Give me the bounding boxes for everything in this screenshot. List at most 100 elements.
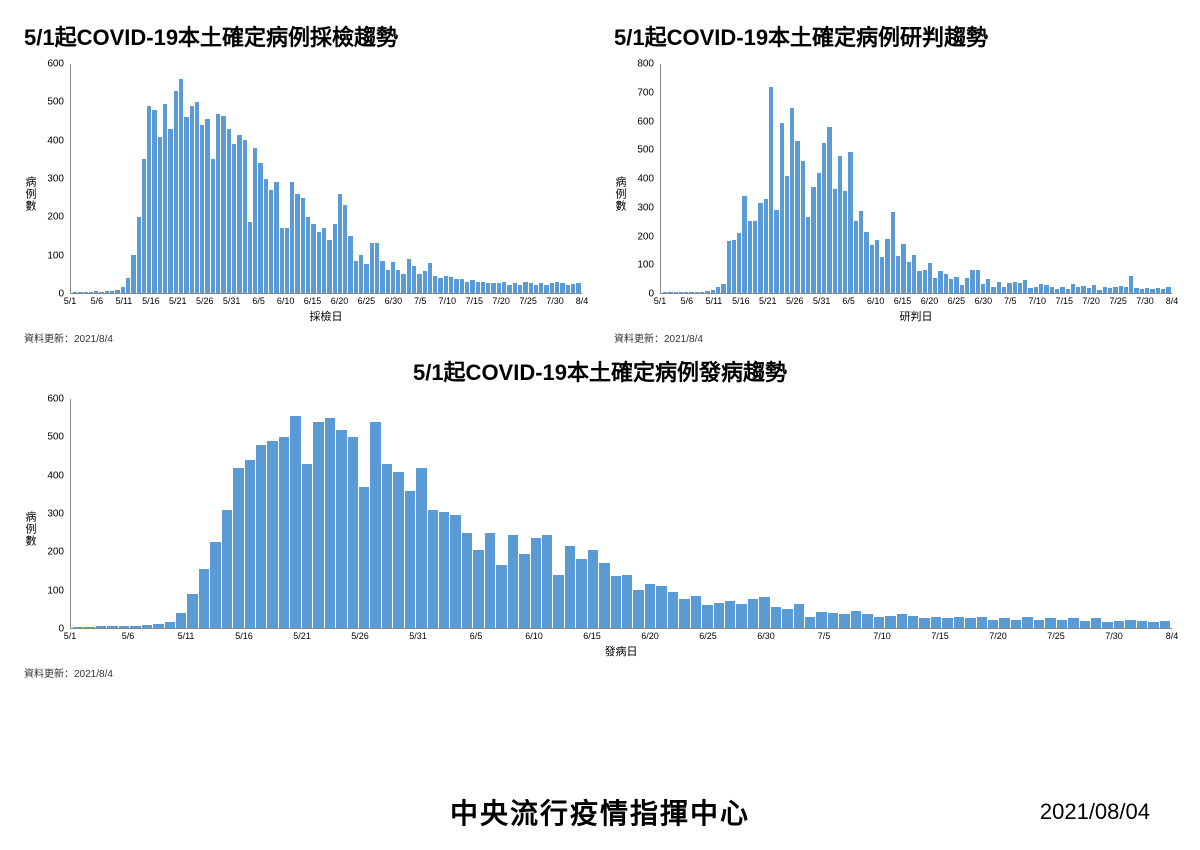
bar xyxy=(267,441,277,628)
bar xyxy=(519,554,529,628)
bars xyxy=(661,64,1172,293)
bar xyxy=(508,535,518,629)
bar xyxy=(253,148,257,293)
bar xyxy=(732,240,736,293)
x-tick: 6/15 xyxy=(894,296,912,306)
x-tick: 6/30 xyxy=(385,296,403,306)
chart-onset: 5/1起COVID-19本土確定病例發病趨勢 病例數 0100200300400… xyxy=(20,355,1180,680)
footer-org: 中央流行疫情指揮中心 xyxy=(450,792,750,832)
chart-title: 5/1起COVID-19本土確定病例研判趨勢 xyxy=(610,20,1180,52)
bar xyxy=(470,280,474,293)
bar xyxy=(1119,286,1123,293)
bar xyxy=(176,613,186,628)
bar xyxy=(338,194,342,293)
bar xyxy=(919,618,929,628)
x-tick: 6/20 xyxy=(641,631,659,641)
plot-area xyxy=(70,64,582,294)
bar xyxy=(859,211,863,293)
bar xyxy=(1156,288,1160,293)
x-tick: 7/30 xyxy=(1136,296,1154,306)
bar xyxy=(896,256,900,293)
bar xyxy=(774,210,778,293)
bar xyxy=(931,617,941,628)
bar xyxy=(105,291,109,293)
bar xyxy=(449,277,453,293)
bar xyxy=(977,617,987,628)
bar xyxy=(476,282,480,293)
bar xyxy=(485,533,495,628)
bar xyxy=(1018,283,1022,293)
bar xyxy=(405,491,415,628)
y-tick: 700 xyxy=(637,87,654,98)
y-tick: 100 xyxy=(47,250,64,261)
x-tick: 5/31 xyxy=(813,296,831,306)
bar xyxy=(769,87,773,293)
x-tick: 6/30 xyxy=(975,296,993,306)
bar xyxy=(393,472,403,628)
x-tick: 5/31 xyxy=(409,631,427,641)
bar xyxy=(119,626,129,628)
y-tick: 400 xyxy=(637,174,654,185)
y-tick: 300 xyxy=(47,174,64,185)
bar xyxy=(221,116,225,293)
bar xyxy=(534,285,538,293)
x-tick: 5/26 xyxy=(351,631,369,641)
x-tick: 6/20 xyxy=(331,296,349,306)
bar xyxy=(991,287,995,293)
bar xyxy=(727,241,731,293)
x-tick: 5/16 xyxy=(142,296,160,306)
x-tick: 7/20 xyxy=(1082,296,1100,306)
bar xyxy=(407,259,411,293)
footer: 中央流行疫情指揮中心 2021/08/04 xyxy=(0,792,1200,832)
y-ticks: 0100200300400500600700800 xyxy=(610,64,658,294)
bar xyxy=(1129,276,1133,293)
bar xyxy=(232,144,236,293)
x-tick: 7/15 xyxy=(465,296,483,306)
chart-sampling: 5/1起COVID-19本土確定病例採檢趨勢 病例數 0100200300400… xyxy=(20,20,590,345)
x-tick: 7/10 xyxy=(438,296,456,306)
x-tick: 8/4 xyxy=(576,296,589,306)
bar xyxy=(1125,620,1135,628)
bar xyxy=(679,292,683,293)
y-tick: 600 xyxy=(637,116,654,127)
bar xyxy=(311,224,315,293)
x-tick: 6/30 xyxy=(757,631,775,641)
bar xyxy=(322,228,326,293)
bar xyxy=(179,79,183,293)
x-tick: 7/25 xyxy=(1047,631,1065,641)
bar xyxy=(839,614,849,629)
bar xyxy=(1044,285,1048,293)
bar xyxy=(1148,622,1158,628)
bar xyxy=(121,287,125,293)
bar xyxy=(949,279,953,293)
x-tick: 8/4 xyxy=(1166,296,1179,306)
bar xyxy=(78,292,82,293)
bar xyxy=(790,108,794,293)
y-tick: 100 xyxy=(47,585,64,596)
bar xyxy=(908,616,918,628)
bar xyxy=(997,282,1001,293)
bar xyxy=(801,161,805,293)
x-tick: 5/21 xyxy=(169,296,187,306)
bar xyxy=(700,292,704,293)
x-tick: 5/1 xyxy=(654,296,667,306)
bar xyxy=(885,239,889,293)
bar xyxy=(976,270,980,293)
bar xyxy=(386,270,390,293)
bar xyxy=(274,182,278,293)
bar xyxy=(870,245,874,293)
bar xyxy=(1091,618,1101,628)
bar xyxy=(73,292,77,293)
bar xyxy=(1022,617,1032,628)
x-tick: 5/21 xyxy=(293,631,311,641)
bar xyxy=(702,605,712,628)
bar xyxy=(153,624,163,628)
bar xyxy=(439,512,449,628)
bar xyxy=(1034,287,1038,293)
bar xyxy=(891,212,895,293)
bar xyxy=(110,291,114,293)
bar xyxy=(496,565,506,628)
bar xyxy=(1081,286,1085,293)
bar xyxy=(588,550,598,628)
bar xyxy=(333,224,337,293)
